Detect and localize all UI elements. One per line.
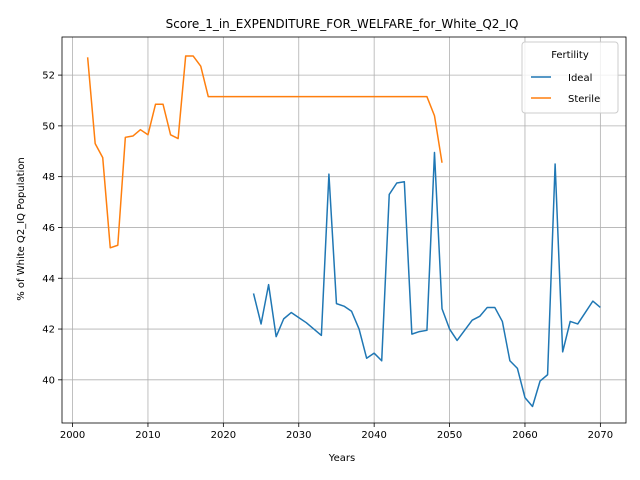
x-tick-label: 2060: [512, 430, 537, 441]
legend-box: [521, 41, 619, 114]
x-tick-label: 2050: [437, 430, 462, 441]
y-tick-label: 40: [42, 375, 55, 386]
y-axis-label: % of White Q2_IQ Population: [16, 157, 27, 301]
y-tick-label: 44: [42, 274, 55, 285]
x-tick-label: 2030: [286, 430, 311, 441]
y-tick-label: 52: [42, 71, 55, 82]
series-line-sterile: [86, 55, 443, 249]
legend: Fertility Ideal Sterile: [521, 41, 619, 114]
x-tick-label: 2040: [361, 430, 386, 441]
series-lines: [86, 55, 601, 408]
chart-title: Score_1_in_EXPENDITURE_FOR_WELFARE_for_W…: [166, 17, 519, 31]
y-tick-label: 50: [42, 121, 55, 132]
grid: [62, 37, 626, 423]
y-tick-label: 46: [42, 223, 55, 234]
x-axis-label: Years: [328, 453, 355, 464]
axis-ticks: 2000 2010 2020 2030 2040 2050 2060 2070 40 42 44 46…: [42, 71, 613, 441]
y-tick-label: 48: [42, 172, 55, 183]
x-tick-label: 2010: [135, 430, 160, 441]
x-tick-label: 2000: [60, 430, 85, 441]
legend-label-ideal: Ideal: [568, 73, 592, 84]
legend-label-sterile: Sterile: [568, 94, 600, 105]
series-line-ideal: [252, 151, 601, 408]
legend-title: Fertility: [551, 50, 589, 61]
plot-area: [61, 36, 627, 424]
x-tick-label: 2020: [211, 430, 236, 441]
y-tick-label: 42: [42, 325, 55, 336]
x-tick-label: 2070: [588, 430, 613, 441]
